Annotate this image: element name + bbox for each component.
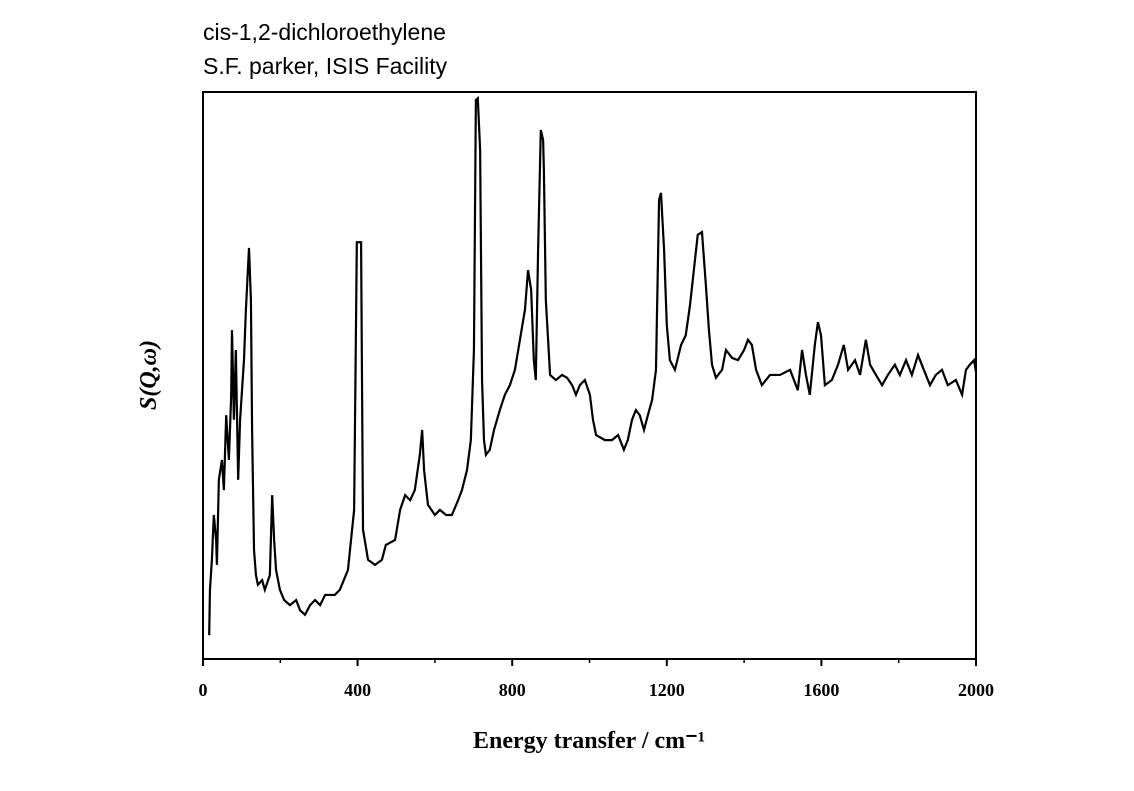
x-tick-label: 1600	[803, 680, 839, 700]
x-tick-label: 400	[344, 680, 371, 700]
x-tick-label: 800	[499, 680, 526, 700]
chart-subtitle: S.F. parker, ISIS Facility	[203, 53, 448, 79]
chart-title: cis-1,2-dichloroethylene	[203, 19, 446, 45]
plot-frame	[202, 91, 977, 660]
y-axis-label: S(Q,ω)	[136, 340, 162, 410]
x-axis-label: Energy transfer / cm⁻¹	[473, 728, 705, 754]
x-tick-label: 2000	[958, 680, 994, 700]
x-tick-label: 0	[199, 680, 208, 700]
x-tick-label: 1200	[649, 680, 685, 700]
spectrum-line	[208, 95, 978, 636]
